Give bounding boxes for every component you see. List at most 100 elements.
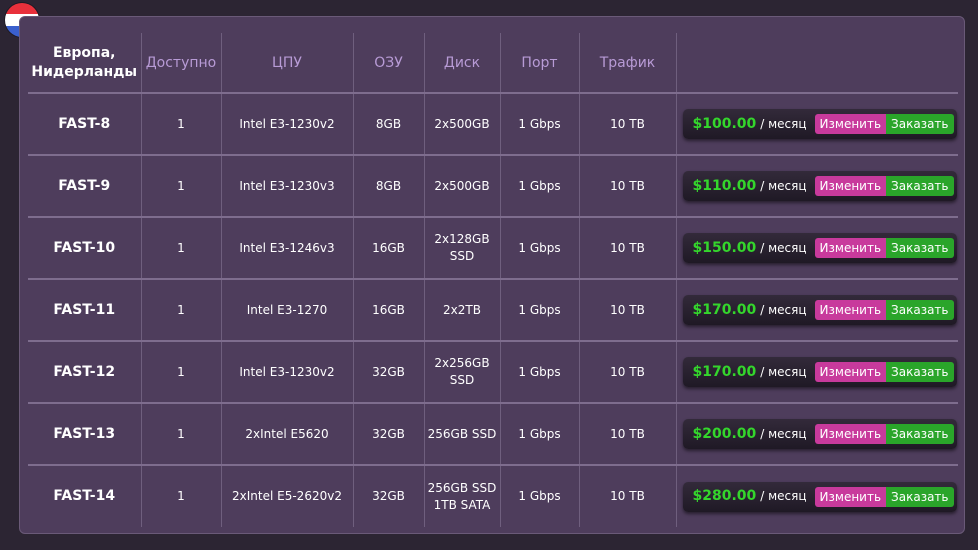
traffic-cell: 10 TB [579,93,677,156]
ram-header: ОЗУ [353,33,425,94]
price-cell: $200.00/ месяц Изменить Заказать [676,403,958,466]
cpu-cell: Intel E3-1270 [221,279,354,342]
price-box: $110.00/ месяц Изменить Заказать [682,171,957,201]
price-value: $280.00 [692,488,757,504]
available-cell: 1 [141,341,222,404]
cpu-cell: Intel E3-1230v2 [221,341,354,404]
plan-name: FAST-8 [28,93,142,156]
price-box: $150.00/ месяц Изменить Заказать [682,233,957,263]
disk-cell: 2x500GB [424,93,501,156]
port-cell: 1 Gbps [500,465,580,527]
change-button[interactable]: Изменить [814,300,887,320]
price-cell: $170.00/ месяц Изменить Заказать [676,279,958,342]
ram-cell: 16GB [353,217,425,280]
price-cell: $170.00/ месяц Изменить Заказать [676,341,958,404]
cpu-cell: Intel E3-1246v3 [221,217,354,280]
price-period: / месяц [760,116,807,131]
region-header: Европа, Нидерланды [28,33,142,94]
price-box: $170.00/ месяц Изменить Заказать [682,295,957,325]
change-button[interactable]: Изменить [814,238,887,258]
price-period: / месяц [760,364,807,379]
ram-cell: 16GB [353,279,425,342]
price-value: $110.00 [692,177,757,194]
available-cell: 1 [141,93,222,156]
order-button[interactable]: Заказать [886,114,954,134]
port-cell: 1 Gbps [500,155,580,218]
price-period: / месяц [760,489,807,503]
price-box: $100.00/ месяц Изменить Заказать [682,109,957,139]
disk-header: Диск [424,33,501,94]
order-button[interactable]: Заказать [886,238,954,258]
price-cell: $150.00/ месяц Изменить Заказать [676,217,958,280]
port-cell: 1 Gbps [500,93,580,156]
disk-cell: 2x500GB [424,155,501,218]
price-value: $200.00 [692,425,757,442]
price-header [676,33,958,94]
traffic-cell: 10 TB [579,465,677,527]
port-header: Порт [500,33,580,94]
price-cell: $110.00/ месяц Изменить Заказать [676,155,958,218]
price-box: $170.00/ месяц Изменить Заказать [682,357,957,387]
disk-cell: 2x256GB SSD [424,341,501,404]
change-button[interactable]: Изменить [814,176,887,196]
disk-cell: 2x128GB SSD [424,217,501,280]
table-row: FAST-11 1 Intel E3-1270 16GB 2x2TB 1 Gbps 10 T… [28,279,958,342]
disk-cell: 256GB SSD 1TB SATA [424,465,501,527]
available-cell: 1 [141,465,222,527]
table-row: FAST-8 1 Intel E3-1230v2 8GB 2x500GB 1 Gbps 10… [28,93,958,156]
price-value: $170.00 [692,363,757,380]
disk-cell: 256GB SSD [424,403,501,466]
order-button[interactable]: Заказать [886,300,954,320]
plan-name: FAST-9 [28,155,142,218]
available-cell: 1 [141,403,222,466]
price-period: / месяц [760,178,807,193]
traffic-cell: 10 TB [579,217,677,280]
available-cell: 1 [141,155,222,218]
order-button[interactable]: Заказать [886,424,954,444]
available-cell: 1 [141,279,222,342]
port-cell: 1 Gbps [500,403,580,466]
change-button[interactable]: Изменить [814,486,887,507]
change-button[interactable]: Изменить [814,362,887,382]
price-box: $280.00/ месяц Изменить Заказать [682,481,957,512]
plan-name: FAST-14 [28,465,142,527]
cpu-cell: 2xIntel E5620 [221,403,354,466]
ram-cell: 32GB [353,465,425,527]
price-period: / месяц [760,426,807,441]
traffic-cell: 10 TB [579,279,677,342]
ram-cell: 32GB [353,341,425,404]
table-header-row: Европа, Нидерланды Доступно ЦПУ ОЗУ Диск… [28,33,958,94]
table-row: FAST-12 1 Intel E3-1230v2 32GB 2x256GB SSD 1 … [28,341,958,404]
disk-cell: 2x2TB [424,279,501,342]
order-button[interactable]: Заказать [886,486,954,507]
ram-cell: 8GB [353,155,425,218]
port-cell: 1 Gbps [500,279,580,342]
table-row: FAST-13 1 2xIntel E5620 32GB 256GB SSD 1 Gbps… [28,403,958,466]
available-cell: 1 [141,217,222,280]
plan-name: FAST-11 [28,279,142,342]
cpu-cell: 2xIntel E5-2620v2 [221,465,354,527]
change-button[interactable]: Изменить [814,114,887,134]
table-row: FAST-14 1 2xIntel E5-2620v2 32GB 256GB SSD 1… [28,465,958,527]
cpu-header: ЦПУ [221,33,354,94]
port-cell: 1 Gbps [500,217,580,280]
servers-panel: Европа, Нидерланды Доступно ЦПУ ОЗУ Диск… [19,16,965,534]
price-box: $200.00/ месяц Изменить Заказать [682,419,957,449]
traffic-header: Трафик [579,33,677,94]
price-period: / месяц [760,302,807,317]
price-value: $170.00 [692,301,757,318]
table-row: FAST-10 1 Intel E3-1246v3 16GB 2x128GB SSD 1 … [28,217,958,280]
order-button[interactable]: Заказать [886,176,954,196]
plan-name: FAST-13 [28,403,142,466]
cpu-cell: Intel E3-1230v3 [221,155,354,218]
traffic-cell: 10 TB [579,341,677,404]
price-cell: $100.00/ месяц Изменить Заказать [676,93,958,156]
traffic-cell: 10 TB [579,155,677,218]
ram-cell: 8GB [353,93,425,156]
order-button[interactable]: Заказать [886,362,954,382]
plan-name: FAST-10 [28,217,142,280]
price-value: $100.00 [692,115,757,132]
port-cell: 1 Gbps [500,341,580,404]
change-button[interactable]: Изменить [814,424,887,444]
table-row: FAST-9 1 Intel E3-1230v3 8GB 2x500GB 1 Gbps 10… [28,155,958,218]
